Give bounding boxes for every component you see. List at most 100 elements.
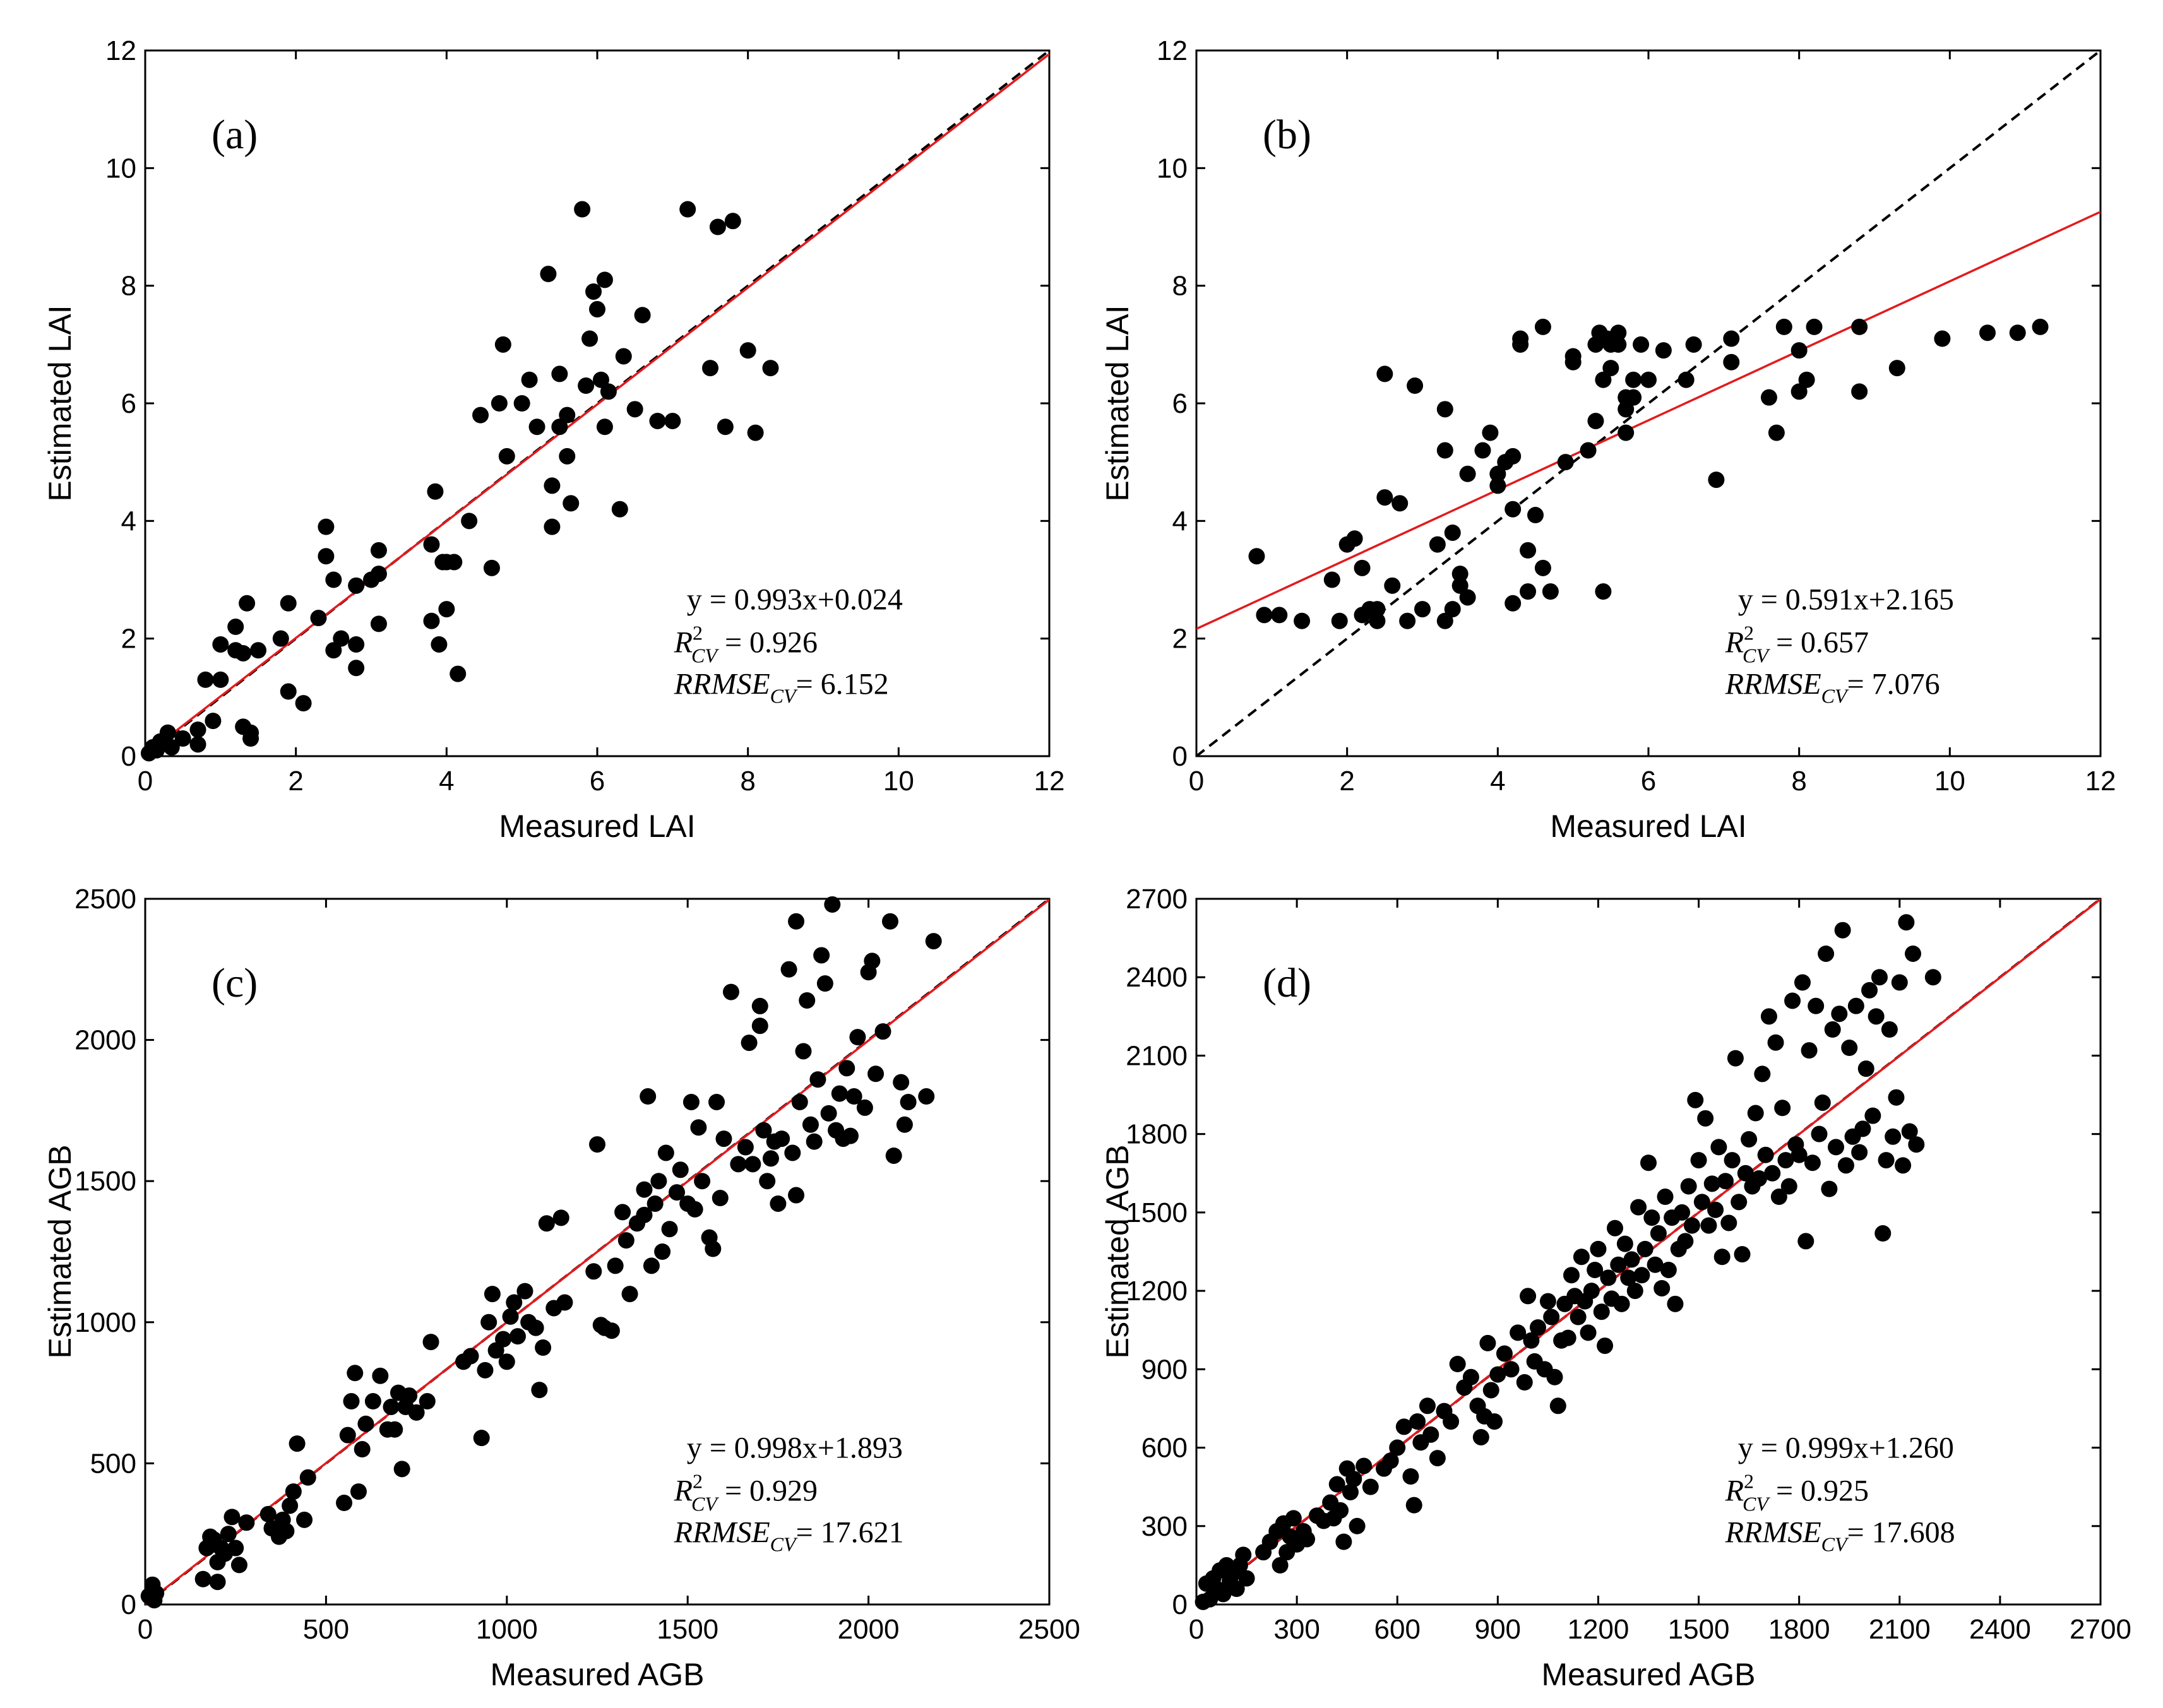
data-point	[1332, 1502, 1349, 1519]
data-point	[1409, 1413, 1426, 1430]
data-point	[1623, 1251, 1640, 1268]
data-point	[438, 601, 455, 618]
data-point	[238, 1514, 255, 1531]
data-point	[1791, 1146, 1808, 1163]
data-point	[636, 1206, 653, 1223]
data-point	[502, 1308, 519, 1325]
data-point	[473, 1430, 490, 1447]
data-point	[682, 1093, 700, 1110]
data-point	[339, 1426, 356, 1444]
data-point	[650, 1173, 667, 1190]
data-point	[1510, 1324, 1527, 1341]
y-axis-title: Estimated LAI	[42, 305, 78, 501]
data-point	[900, 1093, 917, 1110]
y-tick-label: 500	[90, 1448, 136, 1479]
rrmse-symbol: RRMSE	[1725, 667, 1821, 701]
data-point	[1636, 1240, 1654, 1257]
data-point	[1597, 1337, 1614, 1355]
data-point	[1610, 336, 1627, 353]
data-point	[289, 1435, 306, 1452]
data-point	[1228, 1580, 1245, 1598]
data-point	[259, 1505, 277, 1522]
data-point	[1238, 1570, 1255, 1587]
y-tick-label: 0	[121, 1589, 136, 1620]
data-point	[1505, 501, 1522, 518]
data-point	[799, 992, 816, 1009]
data-point	[521, 371, 538, 388]
regression-equation: y = 0.999x+1.260	[1738, 1431, 1954, 1464]
data-point	[596, 271, 613, 288]
regression-equation: y = 0.993x+0.024	[687, 583, 903, 616]
data-point	[1643, 1209, 1660, 1226]
data-point	[422, 1334, 439, 1351]
data-point	[357, 1415, 374, 1432]
y-tick-label: 300	[1141, 1511, 1188, 1542]
data-point	[791, 1093, 808, 1110]
data-point	[705, 1240, 722, 1257]
data-point	[1687, 1091, 1704, 1108]
x-tick-label: 2	[1339, 766, 1354, 797]
data-point	[874, 1023, 891, 1040]
y-tick-label: 6	[121, 388, 136, 419]
panel-label: (a)	[212, 112, 258, 158]
data-point	[1731, 1194, 1748, 1211]
x-axis-title: Measured LAI	[499, 809, 695, 844]
data-point	[174, 730, 191, 747]
y-tick-label: 10	[1157, 153, 1188, 184]
rrmse-symbol: RRMSE	[1725, 1515, 1821, 1549]
rrmse-symbol: RRMSE	[674, 1515, 770, 1549]
data-point	[472, 406, 489, 424]
x-axis-title: Measured LAI	[1550, 809, 1746, 844]
data-point	[1520, 583, 1537, 600]
data-point	[1801, 1042, 1818, 1059]
x-tick-label: 600	[1374, 1614, 1421, 1645]
data-point	[227, 1539, 244, 1557]
data-point	[574, 201, 591, 218]
data-point	[1851, 383, 1868, 400]
rrmse-symbol: RRMSE	[674, 667, 770, 701]
data-point	[1828, 1139, 1845, 1156]
y-axis-title: Estimated LAI	[1100, 305, 1135, 501]
data-point	[1272, 1557, 1289, 1574]
data-point	[1888, 360, 1905, 377]
data-point	[1546, 1368, 1563, 1385]
data-point	[654, 1243, 671, 1260]
data-point	[1924, 969, 1941, 986]
data-point	[762, 1150, 779, 1167]
rrmse-cv-stat: RRMSECV= 17.621	[674, 1515, 904, 1555]
x-tick-label: 1800	[1768, 1614, 1830, 1645]
data-point	[1472, 1428, 1489, 1445]
data-point	[205, 713, 222, 730]
r2-symbol: R	[674, 1474, 693, 1507]
data-point	[1486, 1413, 1503, 1430]
data-point	[788, 1187, 805, 1204]
r2-cv-stat: R2 CV = 0.925	[1725, 1469, 1869, 1515]
panel-b: 0 2 4 6 8 10 12 0 2 4 6 8 10 12 Measured LAI Estimated …	[1100, 35, 2116, 844]
data-point	[607, 1257, 624, 1274]
data-point	[1580, 442, 1597, 459]
x-tick-label: 1500	[657, 1614, 718, 1645]
r2-subscript: CV	[1743, 1492, 1770, 1515]
data-point	[513, 395, 530, 412]
data-point	[1356, 1457, 1373, 1474]
y-tick-label: 1000	[74, 1307, 136, 1338]
data-point	[1700, 1217, 1717, 1234]
data-point	[1459, 465, 1476, 482]
data-point	[1595, 583, 1612, 600]
data-point	[856, 1099, 873, 1116]
y-tick-label: 8	[121, 271, 136, 302]
data-point	[1564, 353, 1582, 371]
data-point	[1215, 1586, 1232, 1603]
data-point	[333, 630, 350, 647]
data-point	[538, 1215, 555, 1232]
data-point	[1837, 1157, 1854, 1174]
data-point	[516, 1283, 533, 1300]
x-tick-label: 10	[1934, 766, 1965, 797]
data-point	[220, 1526, 237, 1543]
data-point	[1703, 1175, 1720, 1192]
data-point	[614, 1204, 631, 1221]
data-point	[461, 513, 478, 530]
data-point	[679, 201, 696, 218]
data-point	[494, 336, 511, 353]
data-point	[1395, 1418, 1412, 1435]
